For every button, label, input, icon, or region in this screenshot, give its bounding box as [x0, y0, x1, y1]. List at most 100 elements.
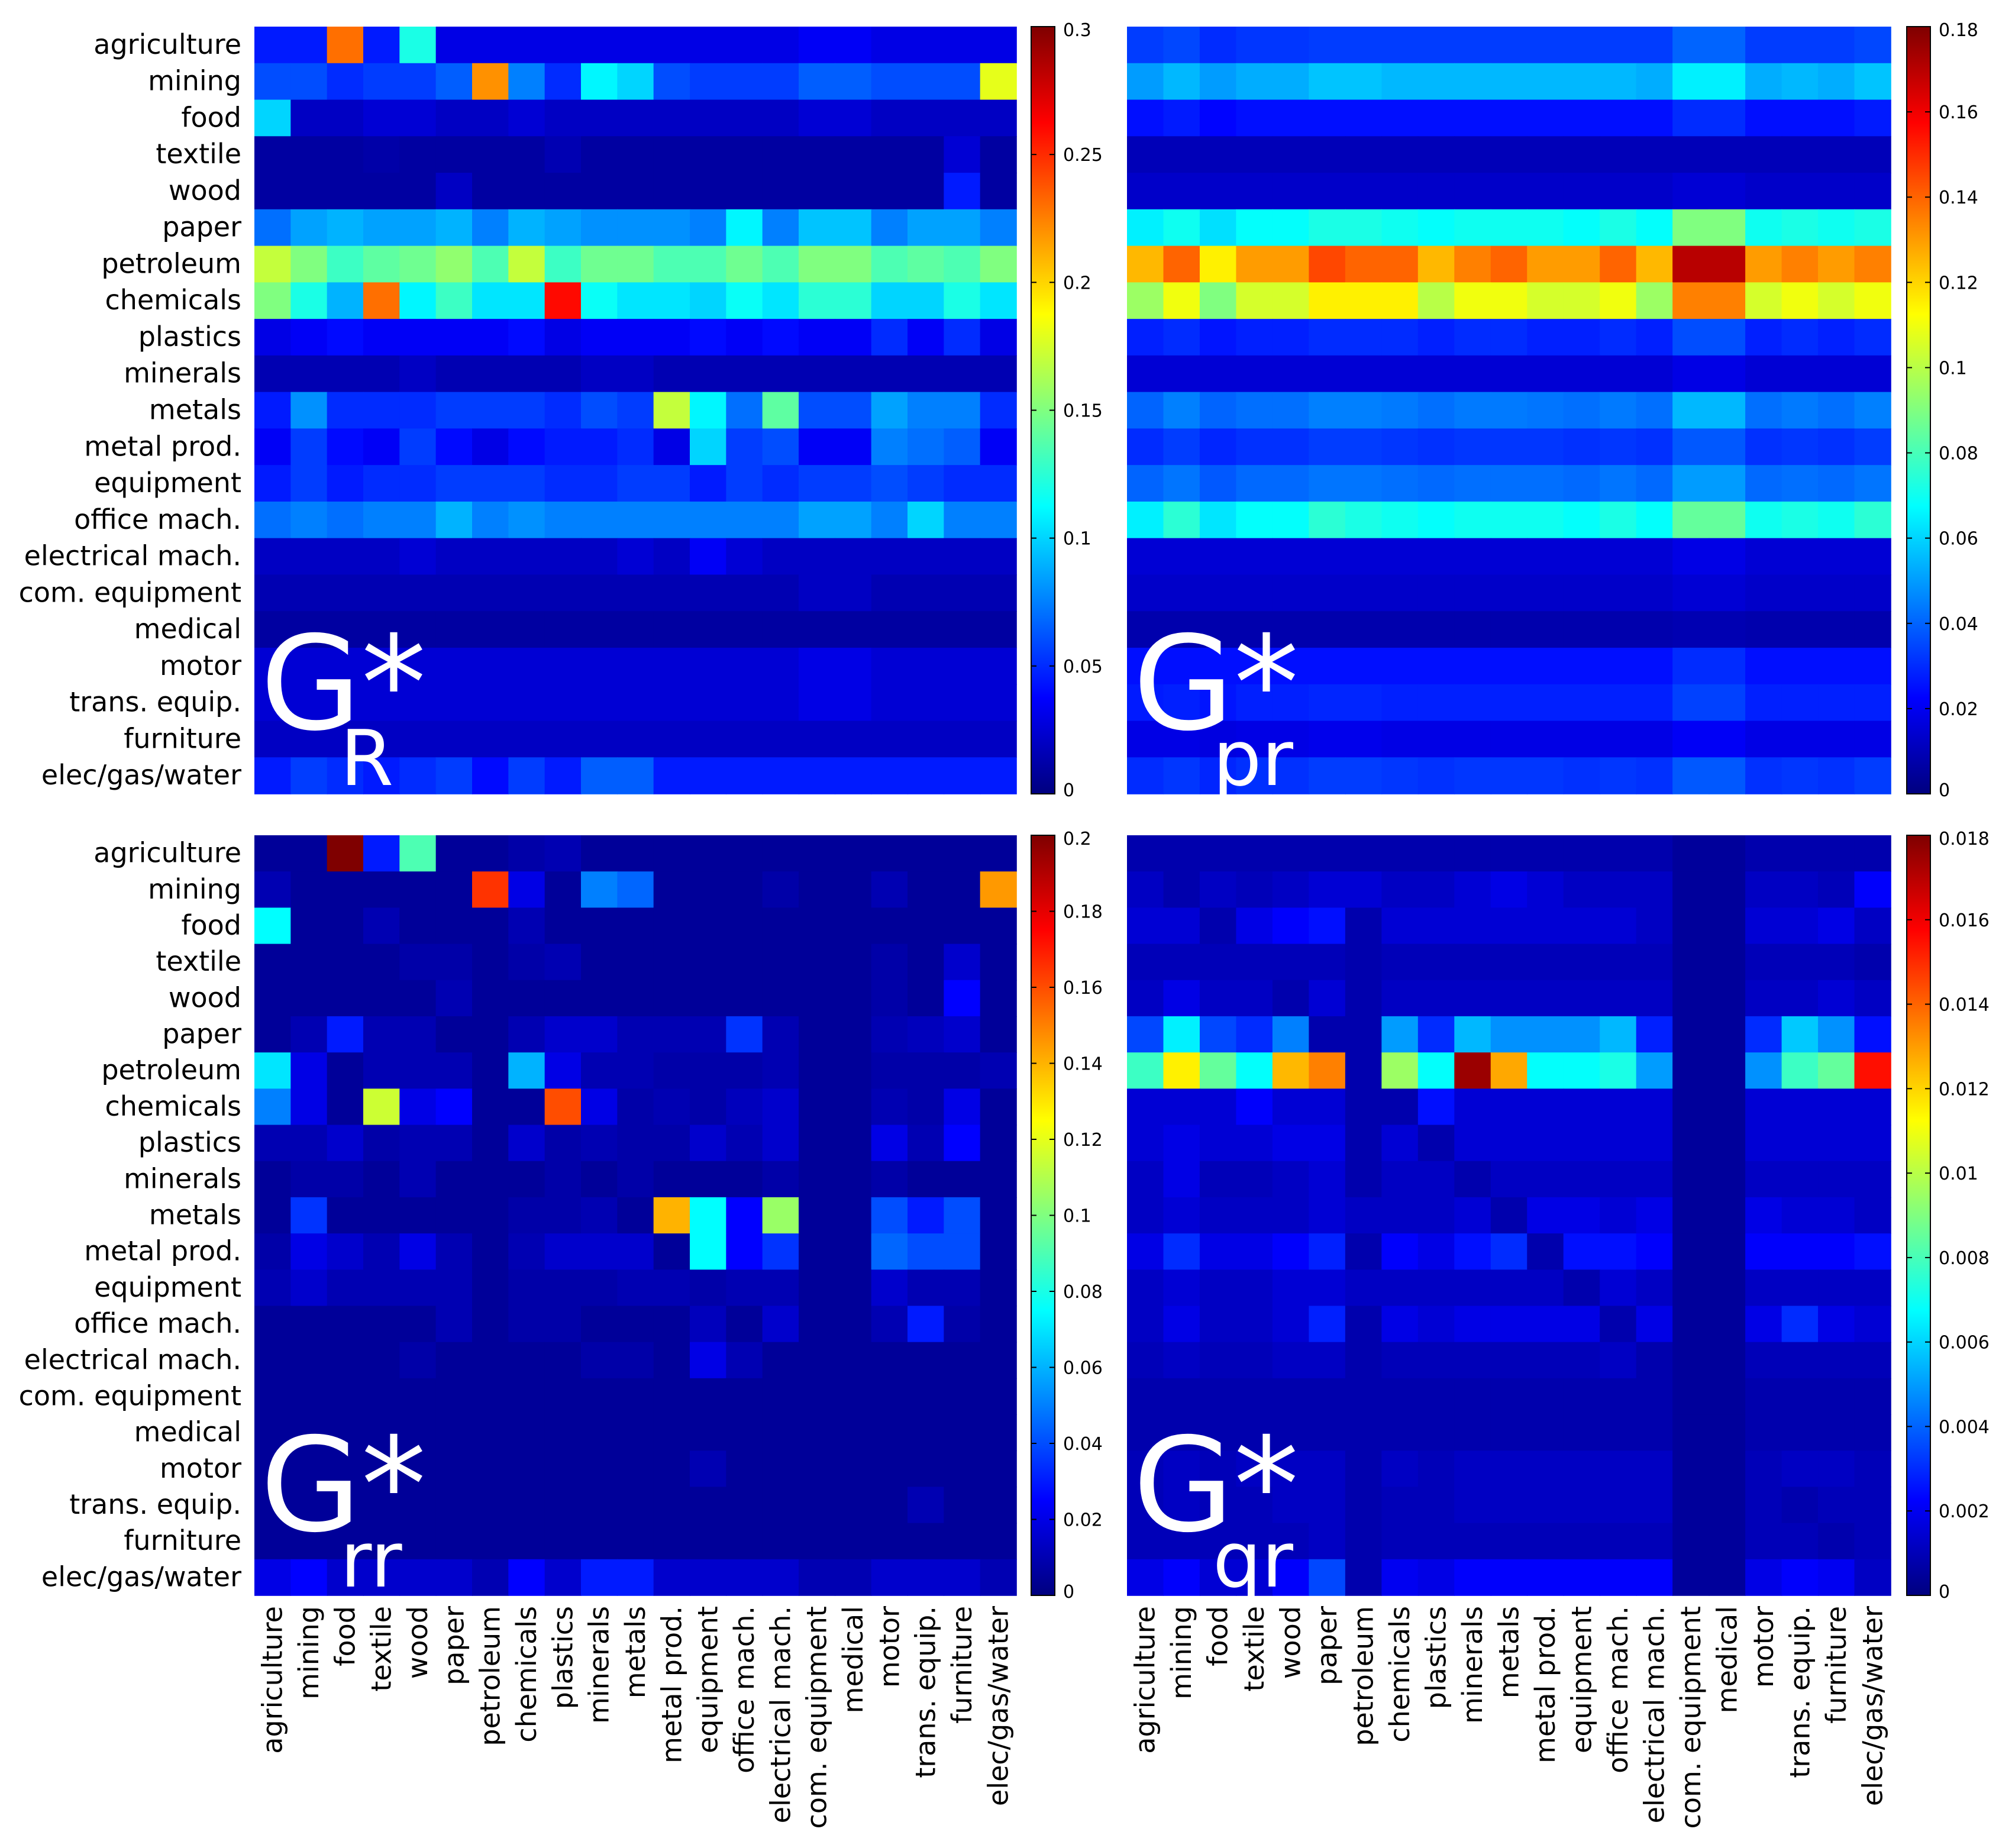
row-label: trans. equip. [69, 686, 241, 718]
heatmap-cell [1199, 27, 1237, 64]
heatmap-cell [617, 1052, 654, 1090]
heatmap-cell [1381, 1197, 1419, 1234]
heatmap-cell [1272, 980, 1310, 1017]
heatmap-cell [1236, 574, 1273, 612]
heatmap-cell [508, 1125, 545, 1162]
heatmap-cell [399, 1125, 437, 1162]
heatmap-cell [1417, 1052, 1455, 1090]
heatmap-cell [290, 319, 328, 356]
heatmap-cell [1563, 980, 1600, 1017]
column-label: plastics [1420, 1606, 1452, 1709]
colorbar-tick-label: 0.14 [1939, 188, 1978, 208]
heatmap-cell [799, 1559, 836, 1596]
heatmap-cell [508, 173, 545, 210]
row-label: paper [162, 211, 241, 243]
heatmap-cell [908, 1197, 945, 1234]
heatmap-cell [871, 1378, 908, 1415]
heatmap-cell [581, 1487, 618, 1524]
colorbar-tick-label: 0.16 [1939, 102, 1978, 123]
heatmap-cell [871, 392, 908, 429]
heatmap-cell [1781, 209, 1819, 247]
heatmap-cell [254, 1269, 292, 1307]
colorbar-tick-label: 0.12 [1939, 273, 1978, 293]
heatmap-cell [544, 647, 582, 685]
heatmap-cell [1454, 428, 1491, 466]
heatmap-cell [980, 907, 1017, 945]
heatmap-cell [871, 1306, 908, 1343]
heatmap-cell [254, 1233, 292, 1271]
heatmap-cell [690, 1487, 727, 1524]
heatmap-cell [1709, 136, 1746, 173]
heatmap-cell [1454, 1378, 1491, 1415]
heatmap-cell [327, 1088, 364, 1126]
heatmap-cell [1309, 980, 1346, 1017]
heatmap-cell [1345, 1125, 1383, 1162]
heatmap-cell [290, 1233, 328, 1271]
row-label: wood [169, 175, 241, 206]
heatmap-cell [690, 835, 727, 872]
heatmap-cell [1490, 1378, 1528, 1415]
heatmap-cell [1345, 1016, 1383, 1053]
heatmap-cell [1127, 1052, 1164, 1090]
heatmap-cell [290, 99, 328, 137]
heatmap-cell [1636, 465, 1673, 502]
heatmap-cell [690, 1342, 727, 1379]
row-label: wood [169, 981, 241, 1013]
column-label: chemicals [511, 1606, 542, 1743]
heatmap-cell [1163, 209, 1200, 247]
heatmap-cell [581, 907, 618, 945]
heatmap-cell [1854, 1088, 1891, 1126]
heatmap-cell [1127, 209, 1164, 247]
heatmap-cell [1818, 1487, 1855, 1524]
heatmap-cell [1381, 1088, 1419, 1126]
heatmap-cell [435, 1016, 473, 1053]
heatmap-cell [581, 611, 618, 648]
heatmap-cell [835, 1487, 872, 1524]
heatmap-cell [1672, 1269, 1710, 1307]
heatmap-cell [1563, 1342, 1600, 1379]
heatmap-cell [617, 907, 654, 945]
heatmap-cell [1854, 721, 1891, 758]
heatmap-cell [944, 1342, 981, 1379]
heatmap-cell [762, 871, 799, 909]
heatmap-cell [327, 1559, 364, 1596]
heatmap-cell [363, 1161, 401, 1198]
heatmap-cell [254, 721, 292, 758]
heatmap-cell [908, 209, 945, 247]
colorbar-tick-label: 0.05 [1063, 657, 1103, 677]
heatmap-cell [1600, 27, 1637, 64]
heatmap-cell [544, 63, 582, 101]
heatmap-cell [327, 538, 364, 576]
heatmap-cell [1636, 282, 1673, 319]
heatmap-cell [399, 1378, 437, 1415]
heatmap-cell [908, 63, 945, 101]
heatmap-cell [908, 1487, 945, 1524]
row-label: metal prod. [84, 430, 241, 462]
heatmap-cell [980, 1197, 1017, 1234]
heatmap-cell [1781, 173, 1819, 210]
heatmap-cell [435, 1233, 473, 1271]
heatmap-cell [944, 1088, 981, 1126]
heatmap-cell [871, 1269, 908, 1307]
heatmap-cell [254, 99, 292, 137]
heatmap-cell [544, 209, 582, 247]
heatmap-cell [508, 1052, 545, 1090]
heatmap-cell [472, 684, 509, 722]
heatmap-cell [726, 1306, 763, 1343]
column-label: paper [1311, 1606, 1343, 1685]
heatmap-cell [1672, 1197, 1710, 1234]
heatmap-cell [1381, 1450, 1419, 1488]
heatmap-cell [1236, 1450, 1273, 1488]
heatmap-cell [1672, 1052, 1710, 1090]
heatmap-cell [1381, 907, 1419, 945]
heatmap-cell [363, 63, 401, 101]
heatmap-cell [472, 465, 509, 502]
heatmap-cell [1745, 173, 1782, 210]
heatmap-cell [363, 465, 401, 502]
heatmap-cell [944, 1197, 981, 1234]
heatmap-cell [290, 944, 328, 981]
heatmap-cell [1781, 574, 1819, 612]
heatmap-cell [908, 1233, 945, 1271]
heatmap-cell [944, 1233, 981, 1271]
heatmap-cell [1600, 611, 1637, 648]
